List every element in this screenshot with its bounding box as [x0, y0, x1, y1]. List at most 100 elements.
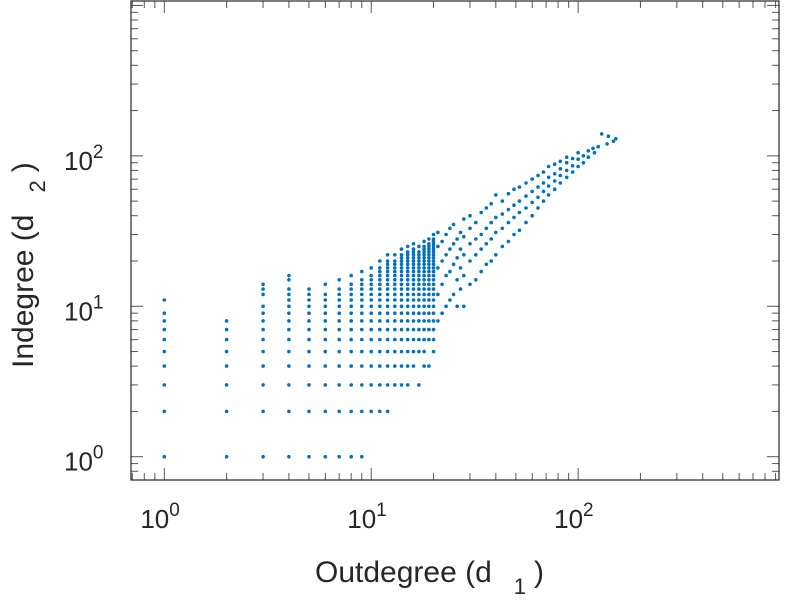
data-point: [307, 311, 311, 316]
data-point: [323, 364, 328, 368]
data-point: [530, 189, 534, 194]
data-point: [431, 304, 436, 309]
data-point: [484, 206, 489, 210]
data-point: [224, 383, 229, 387]
data-point: [552, 162, 557, 166]
data-point: [422, 287, 426, 291]
data-point: [431, 259, 436, 263]
data-point: [599, 132, 604, 136]
data-point: [427, 282, 431, 287]
data-point: [307, 298, 311, 302]
data-point: [337, 409, 342, 414]
data-point: [422, 292, 426, 297]
data-point: [474, 237, 478, 241]
data-point: [422, 250, 426, 254]
data-point: [427, 298, 431, 302]
data-point: [323, 298, 328, 302]
data-point: [436, 292, 440, 297]
data-point: [462, 304, 466, 309]
data-point: [349, 298, 354, 302]
data-point: [431, 247, 436, 251]
data-point: [592, 150, 597, 155]
data-point: [360, 319, 364, 323]
data-point: [360, 269, 364, 274]
data-point: [411, 311, 416, 316]
data-point: [349, 287, 354, 291]
data-point: [261, 304, 265, 309]
data-point: [591, 146, 595, 151]
data-point: [411, 292, 416, 297]
data-point: [474, 253, 478, 257]
data-point: [393, 259, 397, 263]
data-point: [530, 177, 534, 181]
data-point: [360, 278, 364, 282]
data-point: [405, 311, 410, 316]
data-point: [552, 179, 557, 183]
data-point: [323, 349, 328, 354]
data-point: [378, 259, 382, 263]
data-point: [546, 175, 551, 180]
data-point: [422, 319, 426, 323]
y-axis-label: Indegree (d2): [7, 162, 50, 368]
data-point: [393, 298, 397, 302]
data-point: [455, 237, 459, 241]
data-point: [287, 304, 291, 309]
data-point: [378, 409, 382, 414]
data-point: [162, 364, 167, 368]
data-point: [448, 269, 452, 274]
data-point: [448, 247, 452, 251]
data-point: [349, 383, 354, 387]
data-point: [451, 292, 456, 297]
data-point: [517, 210, 522, 215]
data-point: [378, 269, 382, 274]
data-point: [385, 282, 390, 287]
data-point: [323, 383, 328, 387]
data-point: [385, 266, 390, 270]
data-point: [422, 259, 426, 263]
data-point: [337, 278, 342, 282]
data-point: [287, 287, 291, 291]
data-point: [422, 255, 426, 260]
data-point: [422, 262, 426, 267]
data-point: [422, 253, 426, 257]
data-point: [399, 273, 404, 278]
data-point: [162, 383, 167, 387]
data-point: [224, 349, 229, 354]
data-point: [427, 364, 431, 368]
data-point: [337, 454, 342, 459]
x-tick-label: 100: [140, 500, 180, 534]
data-point: [455, 278, 459, 282]
data-point: [360, 292, 364, 297]
data-point: [564, 160, 569, 165]
data-point: [405, 255, 410, 260]
data-point: [393, 262, 397, 267]
data-point: [287, 311, 291, 316]
data-point: [385, 364, 390, 368]
data-point: [570, 170, 575, 174]
data-point: [337, 311, 342, 316]
data-point: [552, 172, 557, 176]
data-point: [431, 337, 436, 342]
data-point: [405, 349, 410, 354]
data-point: [349, 292, 354, 297]
data-point: [564, 168, 569, 173]
data-point: [427, 259, 431, 263]
data-point: [431, 292, 436, 297]
data-point: [431, 237, 436, 241]
data-point: [427, 237, 431, 241]
data-point: [287, 409, 291, 414]
data-point: [393, 364, 397, 368]
data-point: [427, 244, 431, 249]
data-point: [349, 319, 354, 323]
data-point: [393, 304, 397, 309]
data-point: [307, 337, 311, 342]
data-point: [427, 262, 431, 267]
data-point: [261, 311, 265, 316]
data-point: [349, 349, 354, 354]
data-point: [427, 250, 431, 254]
data-point: [349, 454, 354, 459]
data-point: [431, 298, 436, 302]
data-point: [474, 220, 478, 225]
data-point: [570, 163, 575, 168]
data-point: [564, 175, 569, 180]
